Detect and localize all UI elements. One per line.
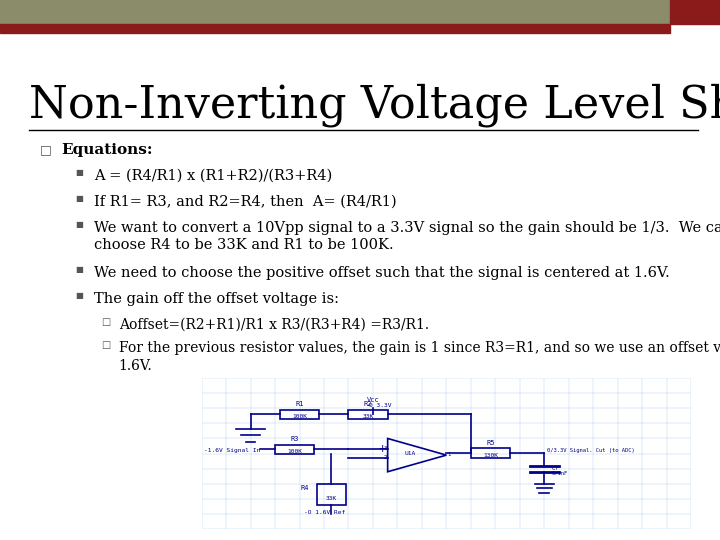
Text: Equations:: Equations: [61, 143, 153, 157]
Text: □: □ [101, 318, 110, 327]
Text: 2: 2 [384, 455, 387, 460]
Text: -: - [382, 453, 387, 463]
Text: A = (R4/R1) x (R1+R2)/(R3+R4): A = (R4/R1) x (R1+R2)/(R3+R4) [94, 169, 332, 183]
Text: -O 1.6V Ref: -O 1.6V Ref [305, 510, 346, 515]
Text: ■: ■ [76, 292, 84, 300]
Text: 0.1nF: 0.1nF [552, 471, 568, 476]
Text: For the previous resistor values, the gain is 1 since R3=R1, and so we use an of: For the previous resistor values, the ga… [119, 341, 720, 373]
Text: If R1= R3, and R2=R4, then  A= (R4/R1): If R1= R3, and R2=R4, then A= (R4/R1) [94, 195, 396, 209]
Text: 33K: 33K [325, 496, 337, 502]
Text: 33K: 33K [362, 414, 374, 419]
Text: We need to choose the positive offset such that the signal is centered at 1.6V.: We need to choose the positive offset su… [94, 266, 670, 280]
Bar [275, 444, 314, 454]
Text: 100K: 100K [287, 449, 302, 454]
Bar [280, 410, 319, 419]
Text: We want to convert a 10Vpp signal to a 3.3V signal so the gain should be 1/3.  W: We want to convert a 10Vpp signal to a 3… [94, 221, 720, 252]
Text: ■: ■ [76, 266, 84, 274]
Text: ■: ■ [76, 195, 84, 203]
Text: Aoffset=(R2+R1)/R1 x R3/(R3+R4) =R3/R1.: Aoffset=(R2+R1)/R1 x R3/(R3+R4) =R3/R1. [119, 318, 429, 332]
Text: R4: R4 [301, 485, 310, 491]
Text: R2: R2 [364, 401, 372, 407]
Text: 1: 1 [447, 451, 451, 457]
Text: □: □ [101, 341, 110, 350]
Text: 100K: 100K [292, 414, 307, 419]
Bar [348, 410, 387, 419]
Text: 130K: 130K [483, 453, 498, 457]
Text: 3: 3 [384, 446, 387, 451]
Text: -1.6V Signal In: -1.6V Signal In [204, 448, 261, 453]
Text: ■: ■ [76, 169, 84, 177]
Text: Non-Inverting Voltage Level Shifter: Non-Inverting Voltage Level Shifter [29, 84, 720, 127]
Text: C?: C? [552, 466, 559, 471]
Bar [317, 484, 346, 505]
Text: □: □ [40, 143, 51, 156]
Text: R5: R5 [486, 440, 495, 446]
Text: U1A: U1A [404, 451, 415, 456]
Text: The gain off the offset voltage is:: The gain off the offset voltage is: [94, 292, 338, 306]
Text: 0 3.3V: 0 3.3V [369, 403, 392, 408]
Text: ■: ■ [76, 221, 84, 229]
Text: Vcc: Vcc [366, 397, 379, 403]
Text: R3: R3 [290, 436, 299, 442]
Text: R1: R1 [295, 401, 304, 407]
Text: +: + [377, 444, 387, 454]
Bar [471, 448, 510, 457]
Text: 0/3.3V Signal. Cut (to ADC): 0/3.3V Signal. Cut (to ADC) [546, 448, 634, 453]
